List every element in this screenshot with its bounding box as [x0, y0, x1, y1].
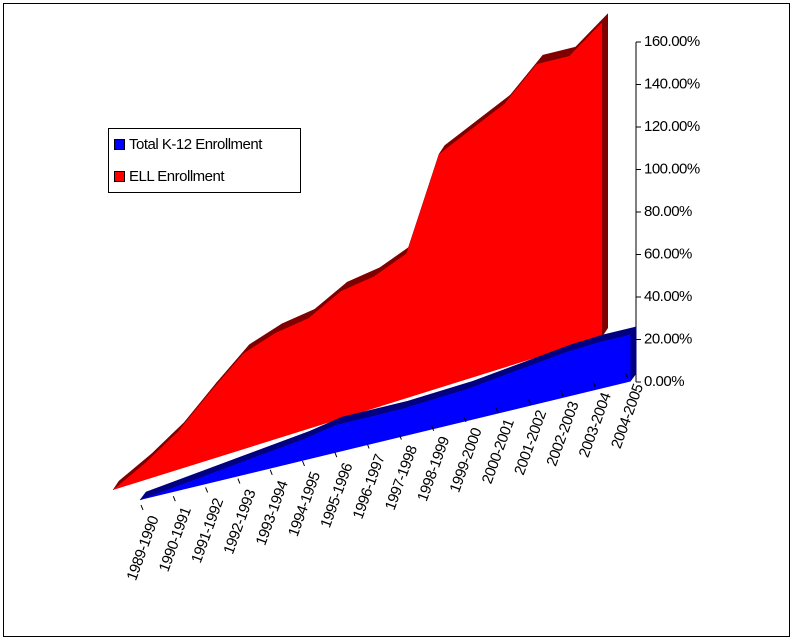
- x-tick: [398, 434, 402, 440]
- x-tick: [366, 443, 370, 449]
- x-tick: [237, 478, 241, 484]
- series-1: [112, 13, 609, 491]
- x-tick: [269, 469, 273, 475]
- y-tick-label: 100.00%: [644, 160, 700, 177]
- y-tick-label: 140.00%: [644, 75, 700, 92]
- x-tick: [528, 399, 532, 405]
- y-tick-label: 160.00%: [644, 33, 700, 50]
- legend-swatch: [114, 171, 125, 182]
- y-tick-label: 20.00%: [644, 330, 692, 347]
- legend-label: ELL Enrollment: [129, 168, 225, 185]
- x-tick: [334, 452, 338, 458]
- x-tick: [463, 416, 467, 423]
- x-tick: [172, 496, 176, 502]
- area-side: [630, 326, 637, 382]
- area: [140, 334, 631, 500]
- y-tick-label: 0.00%: [644, 373, 684, 390]
- x-tick: [140, 504, 144, 511]
- x-tick: [302, 460, 305, 467]
- area: [113, 22, 602, 490]
- area-side: [602, 13, 608, 337]
- legend-swatch: [114, 139, 125, 150]
- y-tick-label: 40.00%: [644, 288, 692, 305]
- x-tick: [205, 487, 209, 493]
- x-tick: [592, 381, 596, 387]
- x-tick: [560, 390, 564, 396]
- x-tick: [431, 425, 435, 431]
- y-tick-label: 80.00%: [644, 203, 692, 220]
- y-tick-label: 60.00%: [644, 245, 692, 262]
- legend-box: [108, 128, 301, 193]
- legend-label: Total K-12 Enrollment: [129, 136, 263, 153]
- x-tick: [625, 372, 628, 379]
- y-tick-label: 120.00%: [644, 118, 700, 135]
- x-tick: [495, 408, 499, 414]
- series-0: [139, 326, 638, 501]
